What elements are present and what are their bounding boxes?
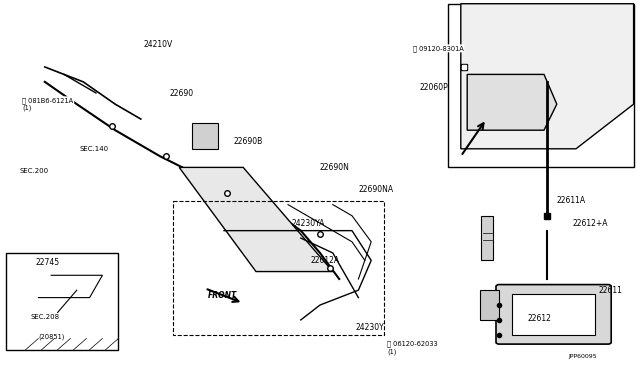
Text: Ⓑ 09120-8301A: Ⓑ 09120-8301A [413,45,463,52]
Polygon shape [467,74,557,130]
Text: (20851): (20851) [38,333,65,340]
Polygon shape [179,167,333,272]
Text: 22612+A: 22612+A [573,219,608,228]
Text: SEC.140: SEC.140 [80,146,109,152]
Text: Ⓑ 081B6-6121A
(1): Ⓑ 081B6-6121A (1) [22,97,74,111]
Text: 24210V: 24210V [144,40,173,49]
Text: 22690N: 22690N [320,163,350,172]
Polygon shape [192,123,218,149]
Text: JPP60095: JPP60095 [568,354,596,359]
Text: 22611A: 22611A [557,196,586,205]
Text: 22611: 22611 [598,286,622,295]
Text: 22612A: 22612A [310,256,340,265]
Polygon shape [461,4,634,149]
Text: Ⓑ 06120-62033
(1): Ⓑ 06120-62033 (1) [387,341,438,355]
Text: 22060P: 22060P [419,83,448,92]
Text: 24230Y: 24230Y [355,323,384,332]
Text: FRONT: FRONT [208,291,237,300]
Text: 22745: 22745 [35,258,60,267]
Text: SEC.208: SEC.208 [31,314,60,320]
Text: SEC.200: SEC.200 [19,168,49,174]
Bar [512,294,595,335]
Bar [6,253,118,350]
Text: 22612: 22612 [528,314,552,323]
FancyBboxPatch shape [496,285,611,344]
Polygon shape [448,4,634,167]
Text: 22690B: 22690B [234,137,263,146]
Text: 22690: 22690 [170,89,194,97]
Text: 22690NA: 22690NA [358,185,394,194]
Text: 24230YA: 24230YA [291,219,324,228]
Polygon shape [480,290,499,320]
Polygon shape [481,216,493,260]
